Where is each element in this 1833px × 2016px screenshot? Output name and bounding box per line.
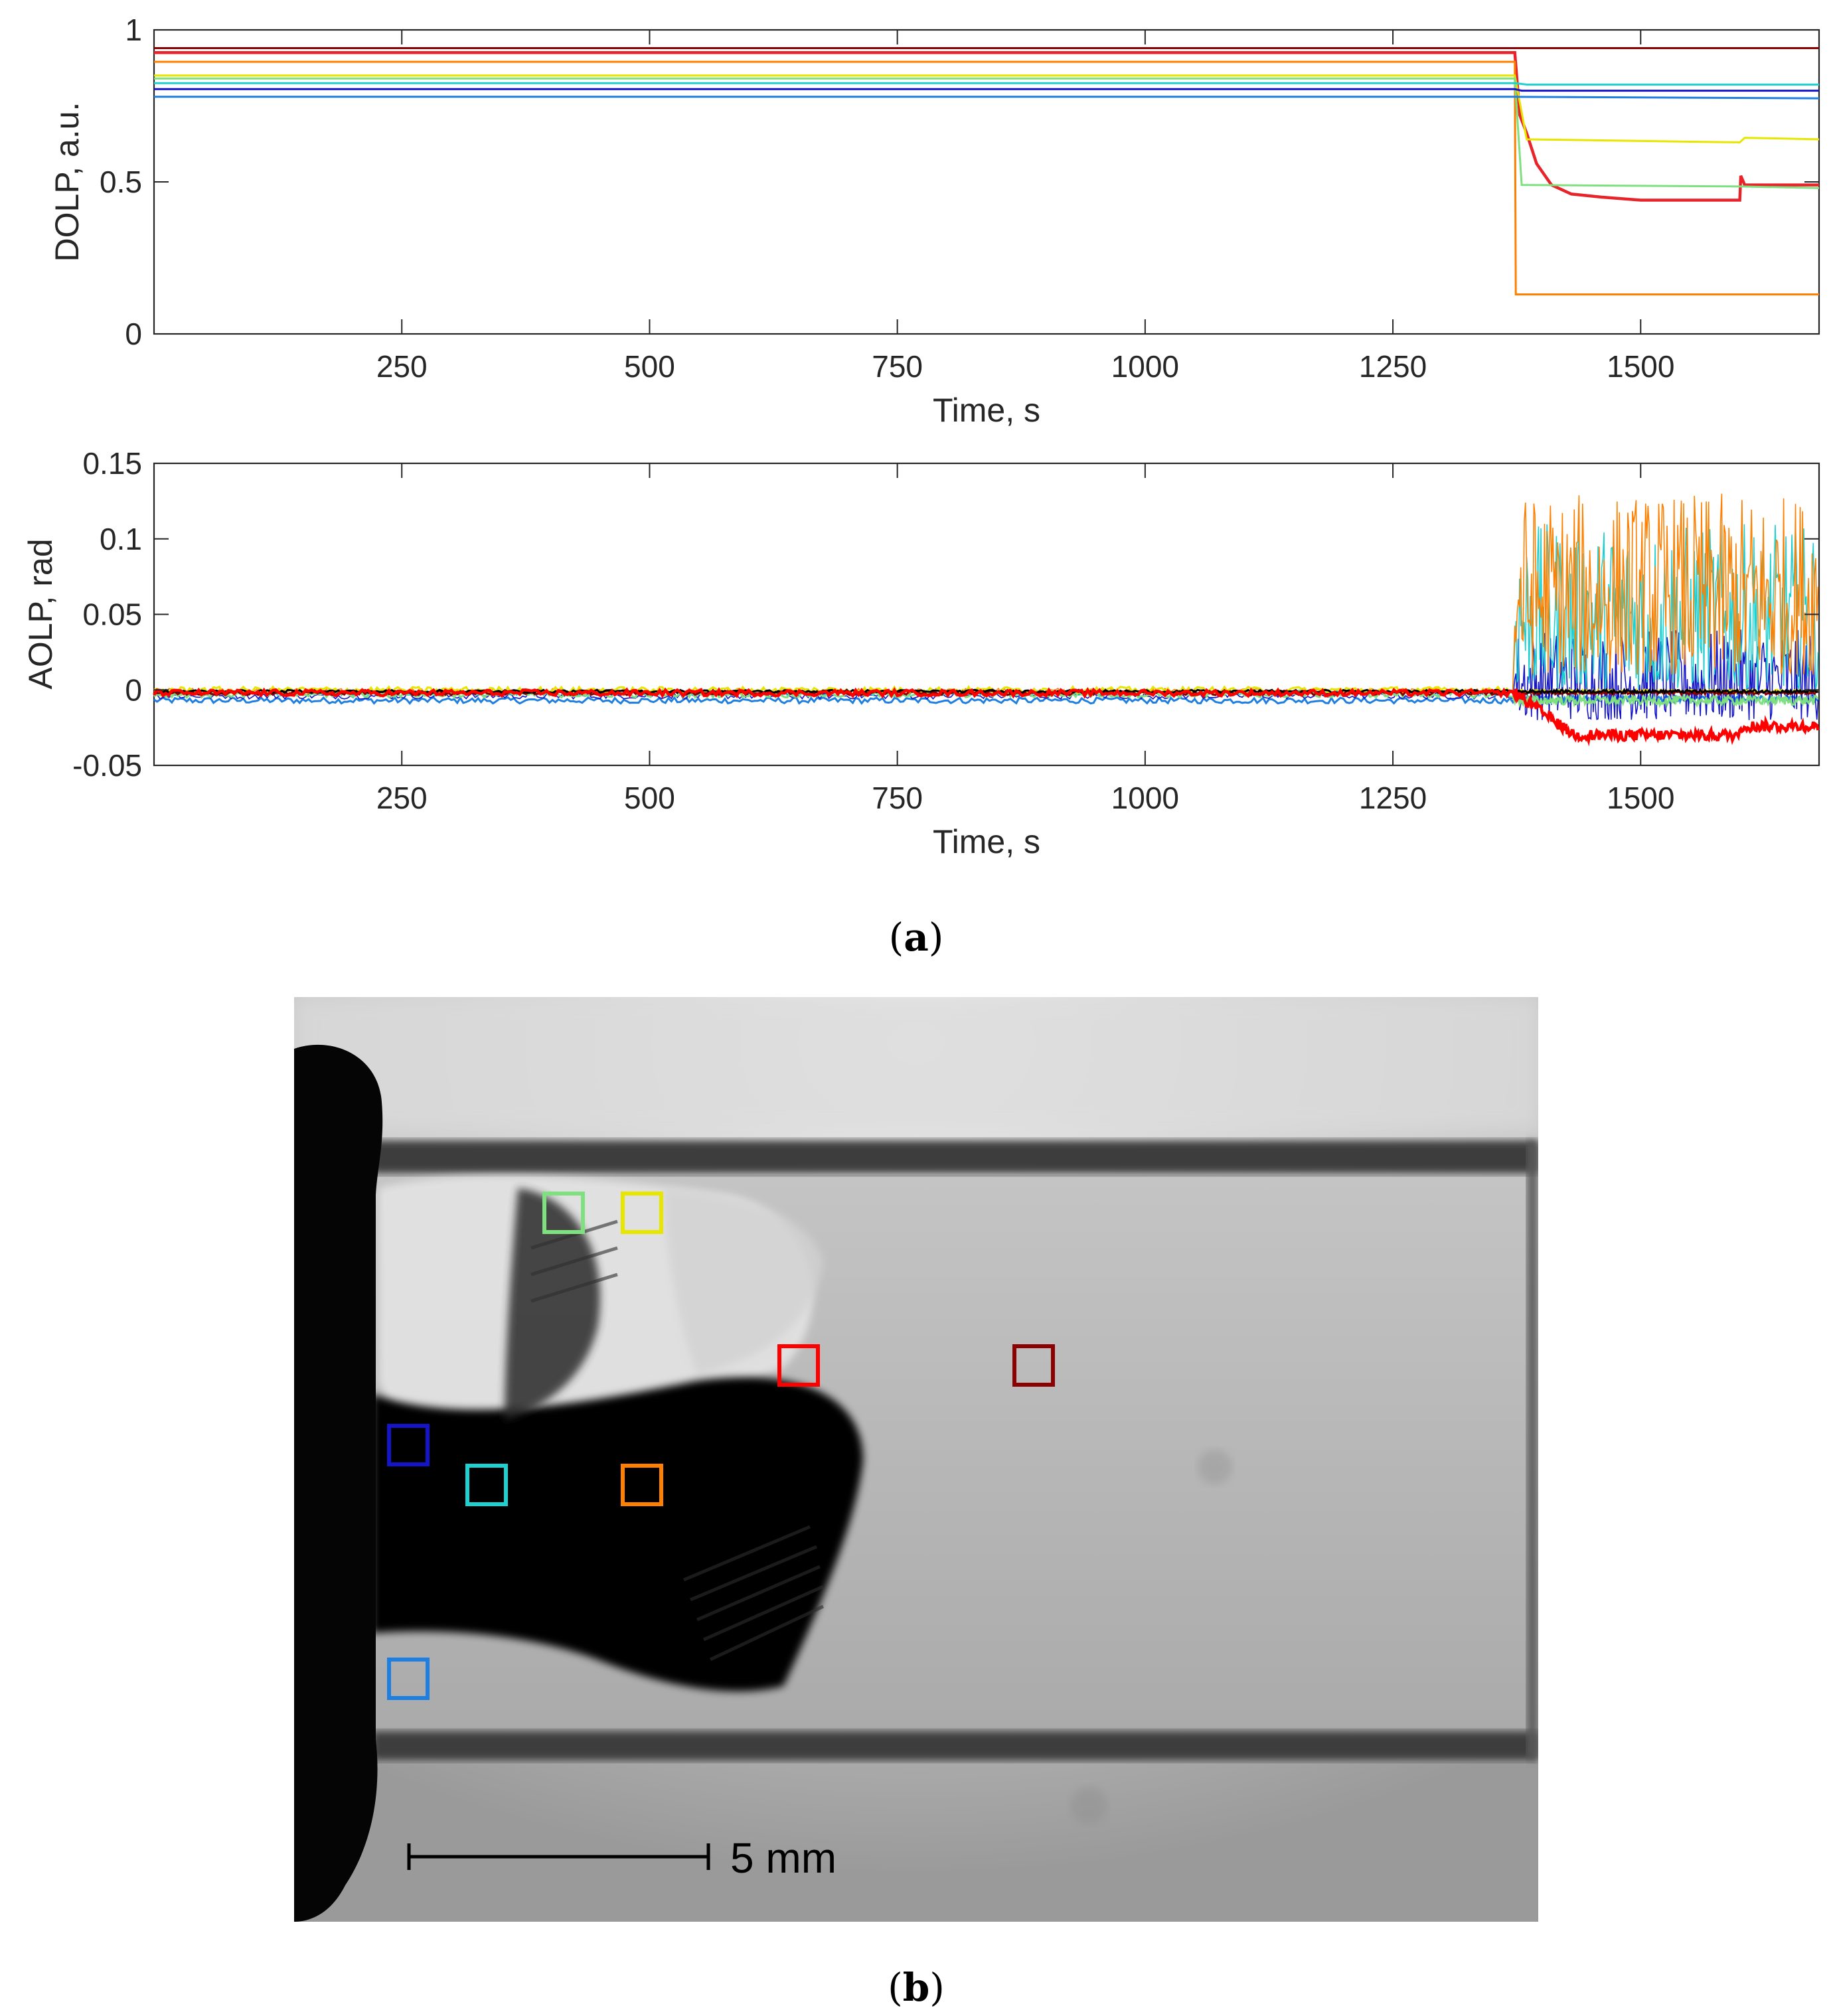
y-tick-label: 0.5 [100,165,142,199]
panel-label-a-letter: a [904,915,929,960]
roi-marker [465,1464,508,1506]
sample-photograph [294,997,1538,1922]
y-tick-label: 0 [125,672,142,707]
dolp-series-line [154,96,1820,100]
x-tick-label: 750 [872,349,923,384]
aolp-series-line [153,687,1820,747]
dolp-series-line [154,60,1819,295]
roi-marker [777,1344,820,1387]
panel-label-a: (a) [889,915,944,960]
roi-marker [621,1464,663,1506]
dolp-chart: 250 500 750 1000 1250 1500 00.51 Time, s DOLP… [48,13,1820,429]
x-tick-label: 1250 [1359,781,1427,815]
roi-marker [621,1192,663,1234]
x-tick-group: 250 500 750 1000 1250 1500 [376,463,1674,815]
svg-text:(b): (b) [888,1965,945,2010]
roi-marker [387,1658,430,1700]
aolp-chart: 250 500 750 1000 1250 1500 -0.0500.050.10.15 … [22,446,1820,860]
x-tick-label: 1250 [1359,349,1427,384]
plot-area-frame [153,29,1820,335]
roi-marker [1012,1344,1055,1387]
scale-bar-label: 5 mm [730,1834,837,1882]
dolp-series-line [154,74,1820,144]
y-tick-label: -0.05 [72,748,142,783]
y-tick-group: 00.51 [100,13,1819,351]
x-tick-label: 1500 [1607,781,1674,815]
x-axis-title: Time, s [933,823,1040,860]
plot-area-frame [153,462,1820,767]
dolp-series-line [154,51,1819,202]
y-tick-label: 0 [125,317,142,351]
panel-label-b-letter: b [903,1965,930,2010]
y-tick-label: 0.15 [82,446,142,481]
x-axis-title: Time, s [933,392,1040,429]
x-tick-label: 250 [376,349,428,384]
y-tick-group: -0.05 0 0.05 0.1 0.15 [72,446,1819,783]
roi-marker [542,1192,585,1234]
panel-label-b: (b) [888,1965,945,2010]
x-tick-group: 250 500 750 1000 1250 1500 [376,30,1674,384]
x-tick-label: 1000 [1111,349,1179,384]
dolp-series-group [154,47,1820,295]
y-axis-title: AOLP, rad [22,538,59,689]
x-tick-label: 1500 [1607,349,1674,384]
dolp-series-line [154,82,1819,86]
dolp-series-line [154,77,1820,189]
x-tick-label: 500 [624,349,675,384]
aolp-series-group [153,493,1820,747]
y-tick-label: 0.05 [82,597,142,632]
roi-marker [387,1424,430,1466]
scale-bar: 5 mm [407,1834,837,1882]
x-tick-label: 750 [872,781,923,815]
y-axis-title: DOLP, a.u. [48,102,86,262]
dolp-series-line [154,88,1819,92]
roi-marker-group [387,1192,1055,1700]
x-tick-label: 500 [624,781,675,815]
y-tick-label: 1 [125,13,142,47]
svg-text:(a): (a) [889,915,944,960]
y-tick-label: 0.1 [100,522,142,556]
x-tick-label: 250 [376,781,428,815]
x-tick-label: 1000 [1111,781,1179,815]
